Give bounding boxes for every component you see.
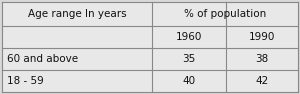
Bar [2,70,298,92]
Text: 35: 35 [182,54,196,64]
Text: 42: 42 [255,76,268,86]
Text: Age range In years: Age range In years [28,9,126,19]
Text: % of population: % of population [184,9,266,19]
Text: 18 - 59: 18 - 59 [7,76,44,86]
Bar [2,48,298,70]
Bar [2,26,298,48]
Text: 60 and above: 60 and above [7,54,78,64]
Text: 1990: 1990 [249,32,275,42]
Text: 1960: 1960 [176,32,202,42]
Text: 38: 38 [255,54,268,64]
Text: 40: 40 [182,76,196,86]
Bar [2,2,298,26]
